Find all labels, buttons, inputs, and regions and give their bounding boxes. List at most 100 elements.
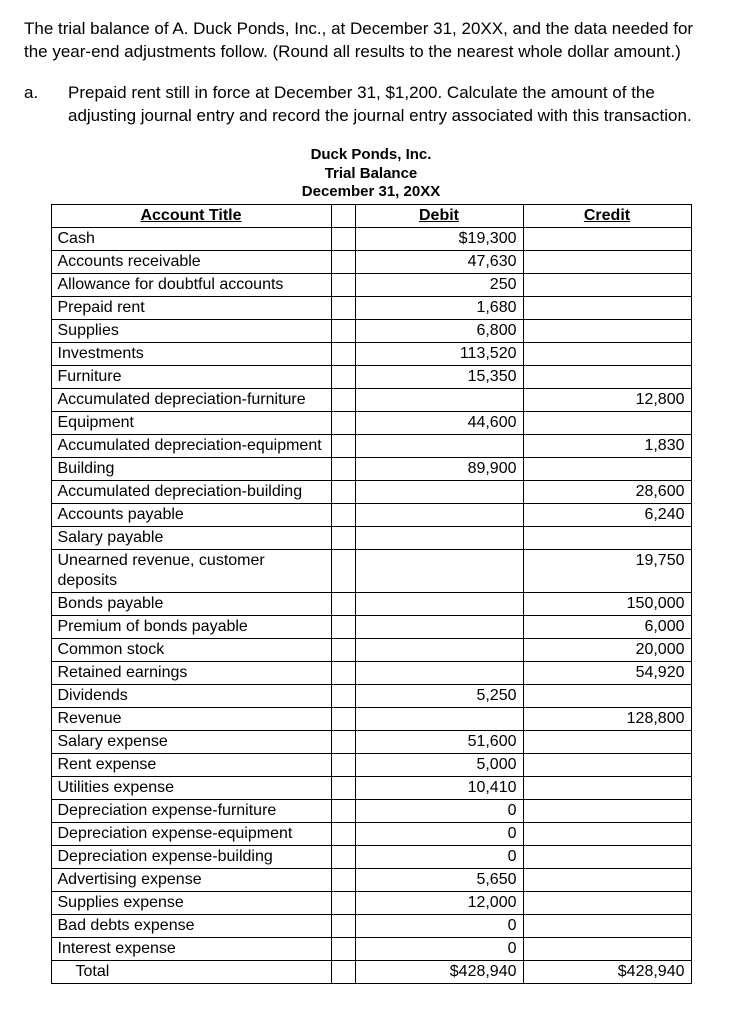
table-row: Premium of bonds payable6,000 xyxy=(51,616,691,639)
debit-cell xyxy=(355,616,523,639)
table-row: Cash$19,300 xyxy=(51,228,691,251)
table-row: Equipment44,600 xyxy=(51,412,691,435)
spacer-cell xyxy=(331,343,355,366)
total-label: Total xyxy=(51,961,331,984)
table-row: Accumulated depreciation-furniture 12,800 xyxy=(51,389,691,412)
table-row: Dividends 5,250 xyxy=(51,685,691,708)
debit-cell xyxy=(355,389,523,412)
spacer-cell xyxy=(331,412,355,435)
table-row: Investments113,520 xyxy=(51,343,691,366)
account-cell: Supplies expense xyxy=(51,892,331,915)
company-name: Duck Ponds, Inc. xyxy=(24,146,718,165)
debit-cell: 0 xyxy=(355,938,523,961)
spacer-cell xyxy=(331,708,355,731)
debit-cell: $19,300 xyxy=(355,228,523,251)
debit-cell xyxy=(355,550,523,593)
table-row: Prepaid rent 1,680 xyxy=(51,297,691,320)
account-cell: Revenue xyxy=(51,708,331,731)
account-cell: Premium of bonds payable xyxy=(51,616,331,639)
account-cell: Unearned revenue, customer deposits xyxy=(51,550,331,593)
spacer-cell xyxy=(331,389,355,412)
spacer-cell xyxy=(331,915,355,938)
spacer-cell xyxy=(331,754,355,777)
credit-cell: 1,830 xyxy=(523,435,691,458)
credit-cell: 150,000 xyxy=(523,593,691,616)
col-debit: Debit xyxy=(355,205,523,228)
spacer-cell xyxy=(331,320,355,343)
spacer-cell xyxy=(331,777,355,800)
debit-cell: 6,800 xyxy=(355,320,523,343)
table-row: Common stock 20,000 xyxy=(51,639,691,662)
table-row: Accounts receivable47,630 xyxy=(51,251,691,274)
spacer-cell xyxy=(331,274,355,297)
spacer-cell xyxy=(331,251,355,274)
spacer-cell xyxy=(331,504,355,527)
credit-cell xyxy=(523,343,691,366)
debit-cell: 1,680 xyxy=(355,297,523,320)
table-row: Salary expense51,600 xyxy=(51,731,691,754)
table-row: Bonds payable150,000 xyxy=(51,593,691,616)
account-cell: Accumulated depreciation-furniture xyxy=(51,389,331,412)
account-cell: Accumulated depreciation-building xyxy=(51,481,331,504)
debit-cell: 10,410 xyxy=(355,777,523,800)
spacer-cell xyxy=(331,800,355,823)
trial-balance-table: Account Title Debit Credit Cash$19,300Ac… xyxy=(51,204,692,984)
table-row: Supplies expense12,000 xyxy=(51,892,691,915)
account-cell: Common stock xyxy=(51,639,331,662)
account-cell: Accounts payable xyxy=(51,504,331,527)
spacer-cell xyxy=(331,869,355,892)
table-row: Rent expense5,000 xyxy=(51,754,691,777)
credit-cell: 128,800 xyxy=(523,708,691,731)
table-row: Advertising expense5,650 xyxy=(51,869,691,892)
debit-cell: 5,000 xyxy=(355,754,523,777)
credit-cell xyxy=(523,846,691,869)
debit-cell xyxy=(355,504,523,527)
account-cell: Prepaid rent xyxy=(51,297,331,320)
account-cell: Dividends xyxy=(51,685,331,708)
table-row: Depreciation expense-equipment0 xyxy=(51,823,691,846)
table-row: Accounts payable6,240 xyxy=(51,504,691,527)
total-debit: $428,940 xyxy=(355,961,523,984)
table-row: Unearned revenue, customer deposits 19,75… xyxy=(51,550,691,593)
debit-cell: 51,600 xyxy=(355,731,523,754)
table-row: Supplies 6,800 xyxy=(51,320,691,343)
credit-cell xyxy=(523,228,691,251)
account-cell: Accumulated depreciation-equipment xyxy=(51,435,331,458)
account-cell: Investments xyxy=(51,343,331,366)
debit-cell xyxy=(355,435,523,458)
col-account: Account Title xyxy=(51,205,331,228)
spacer-cell xyxy=(331,938,355,961)
trial-balance-header: Duck Ponds, Inc. Trial Balance December … xyxy=(24,146,718,202)
credit-cell: 19,750 xyxy=(523,550,691,593)
col-credit: Credit xyxy=(523,205,691,228)
credit-cell: 12,800 xyxy=(523,389,691,412)
report-name: Trial Balance xyxy=(24,165,718,184)
table-row: Building89,900 xyxy=(51,458,691,481)
table-row: Retained earnings54,920 xyxy=(51,662,691,685)
spacer-cell xyxy=(331,481,355,504)
account-cell: Retained earnings xyxy=(51,662,331,685)
account-cell: Salary payable xyxy=(51,527,331,550)
account-cell: Depreciation expense-equipment xyxy=(51,823,331,846)
account-cell: Supplies xyxy=(51,320,331,343)
spacer-cell xyxy=(331,458,355,481)
page: The trial balance of A. Duck Ponds, Inc.… xyxy=(0,0,742,1008)
credit-cell xyxy=(523,685,691,708)
debit-cell: 5,250 xyxy=(355,685,523,708)
report-date: December 31, 20XX xyxy=(24,183,718,202)
table-row: Furniture15,350 xyxy=(51,366,691,389)
spacer-cell xyxy=(331,662,355,685)
credit-cell xyxy=(523,915,691,938)
spacer-cell xyxy=(331,892,355,915)
credit-cell: 20,000 xyxy=(523,639,691,662)
question-a: a. Prepaid rent still in force at Decemb… xyxy=(24,82,718,128)
table-row: Salary payable xyxy=(51,527,691,550)
account-cell: Equipment xyxy=(51,412,331,435)
table-row: Accumulated depreciation-building28,600 xyxy=(51,481,691,504)
account-cell: Advertising expense xyxy=(51,869,331,892)
table-row: Utilities expense10,410 xyxy=(51,777,691,800)
spacer-cell xyxy=(331,435,355,458)
debit-cell: 15,350 xyxy=(355,366,523,389)
debit-cell xyxy=(355,527,523,550)
debit-cell xyxy=(355,708,523,731)
